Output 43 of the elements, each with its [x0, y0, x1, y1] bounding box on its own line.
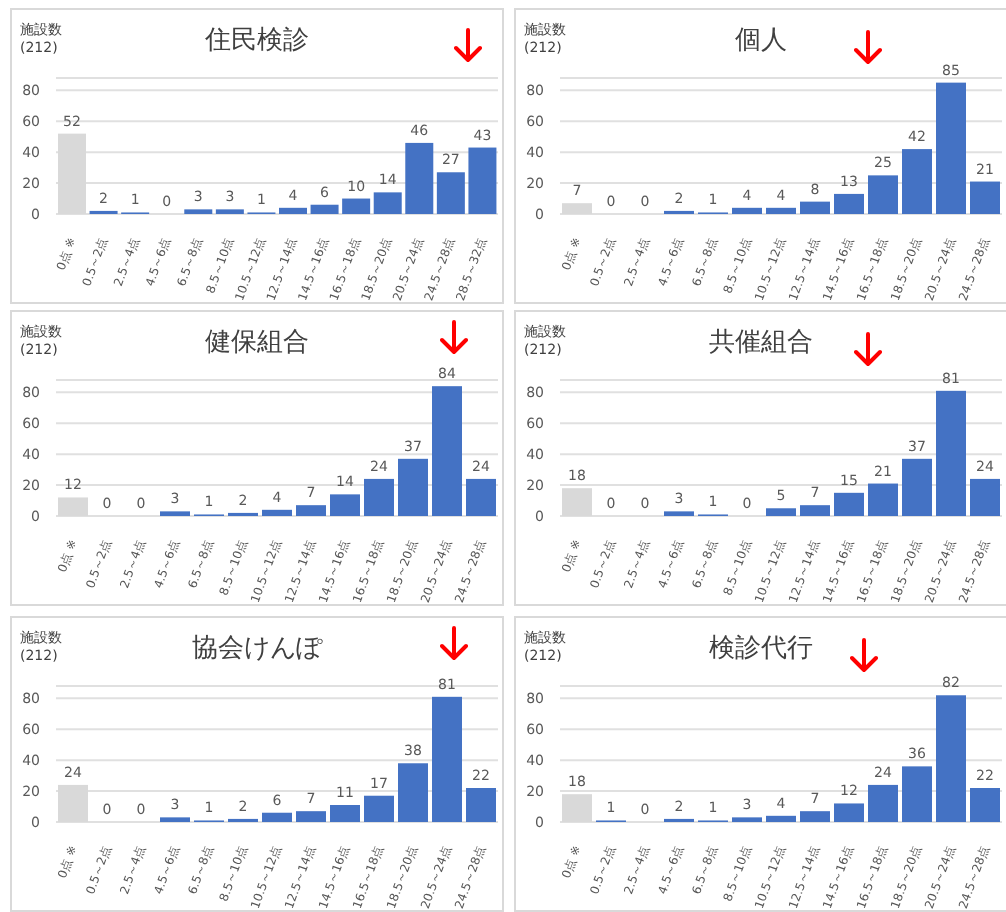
bar — [902, 458, 932, 516]
bar — [296, 811, 326, 822]
chart-title: 住民検診 — [205, 26, 309, 56]
bar — [732, 207, 762, 214]
bar — [330, 805, 360, 822]
bar — [279, 207, 307, 214]
bar — [800, 811, 830, 822]
bar — [834, 492, 864, 516]
bar — [800, 505, 830, 516]
bar — [800, 201, 830, 214]
bar — [296, 505, 326, 516]
bar — [868, 175, 898, 214]
bar — [902, 766, 932, 822]
bar — [466, 478, 496, 516]
bar — [262, 812, 292, 822]
bar — [262, 509, 292, 516]
bar — [330, 494, 360, 516]
bar — [364, 478, 394, 516]
bar — [766, 508, 796, 516]
bar — [432, 386, 462, 516]
bar — [970, 788, 1000, 822]
bar — [970, 478, 1000, 516]
bar — [936, 390, 966, 516]
bar — [834, 193, 864, 214]
bar — [834, 803, 864, 822]
bar — [432, 696, 462, 822]
bar — [398, 458, 428, 516]
chart-title: 個人 — [735, 26, 787, 56]
bar — [936, 82, 966, 214]
bar — [868, 784, 898, 822]
bar — [766, 815, 796, 822]
chart-title: 協会けんぽ — [192, 634, 322, 664]
bar — [902, 149, 932, 214]
bar — [970, 181, 1000, 214]
bar — [936, 695, 966, 822]
bar — [398, 763, 428, 822]
chart-title: 共催組合 — [709, 328, 813, 358]
chart-title: 検診代行 — [709, 634, 813, 664]
bar — [466, 788, 496, 822]
bar — [364, 795, 394, 822]
chart-title: 健保組合 — [205, 328, 309, 358]
bar — [868, 483, 898, 516]
bar — [766, 207, 796, 214]
